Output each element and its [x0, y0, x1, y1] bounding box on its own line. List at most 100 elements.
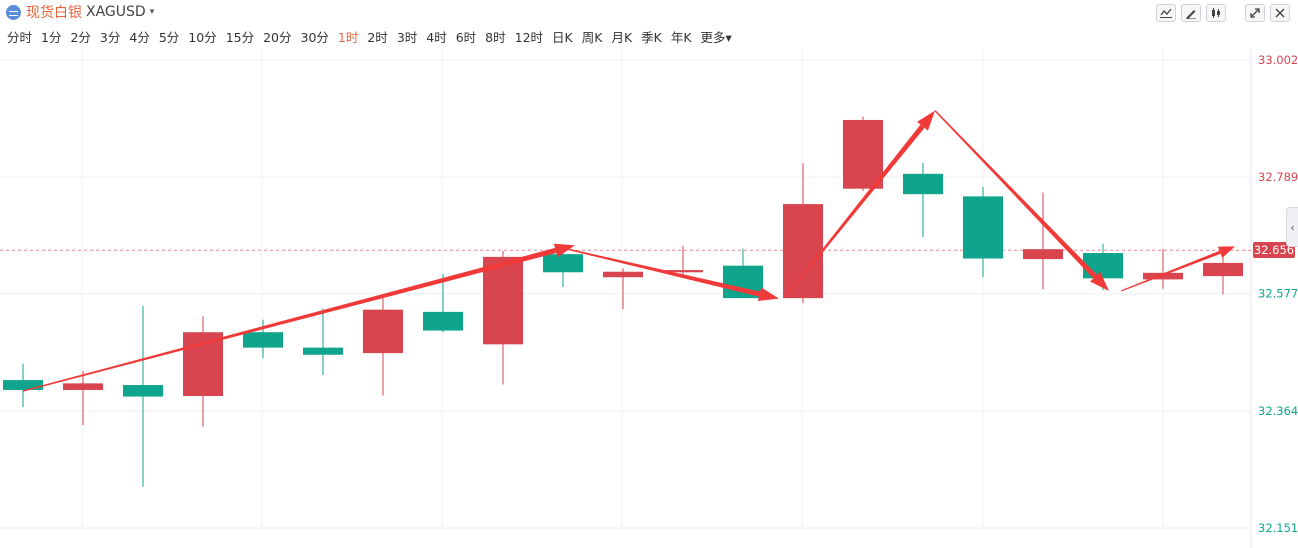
period-tab[interactable]: 1分: [41, 29, 62, 45]
candle-body: [543, 254, 583, 273]
trend-arrow-head: [553, 243, 575, 258]
candle: [783, 163, 823, 304]
period-tab[interactable]: 6时: [455, 29, 477, 45]
trend-arrow: [22, 243, 575, 392]
candle: [603, 268, 643, 310]
y-tick-label: 32.577: [1258, 287, 1298, 301]
candle-body: [843, 119, 883, 189]
candle: [423, 273, 463, 333]
period-tab[interactable]: 2分: [70, 29, 91, 45]
candle: [723, 248, 763, 299]
y-tick-label: 32.364: [1258, 404, 1298, 418]
period-tab[interactable]: 30分: [300, 29, 329, 45]
line-chart-button[interactable]: [1156, 4, 1176, 22]
candle-body: [903, 173, 943, 195]
candle-body: [663, 270, 703, 273]
trend-arrow-head: [917, 110, 935, 131]
candle-body: [963, 196, 1003, 259]
last-price-tag: 32.656: [1253, 242, 1295, 259]
candle: [63, 370, 103, 426]
draw-icon: [1186, 10, 1196, 19]
period-tab[interactable]: 季K: [641, 29, 662, 45]
indicator-button[interactable]: [1206, 4, 1226, 22]
period-tab[interactable]: 日K: [552, 29, 573, 45]
candle-body: [63, 383, 103, 390]
trend-arrow-head: [1090, 271, 1109, 291]
candle-body: [3, 380, 43, 390]
candle-body: [423, 311, 463, 331]
period-tab[interactable]: 3分: [99, 29, 121, 45]
line-chart-icon: [1160, 8, 1172, 18]
period-tab[interactable]: 年K: [670, 29, 692, 45]
candle: [663, 245, 703, 278]
trend-arrow-head: [1217, 246, 1235, 258]
period-tab[interactable]: 3时: [396, 29, 418, 45]
draw-button[interactable]: [1181, 4, 1201, 22]
chart-header: 现货白银 XAGUSD ▾: [0, 0, 1298, 24]
trend-arrow-shaft: [22, 247, 557, 392]
candle-body: [123, 385, 163, 397]
close-button[interactable]: [1270, 4, 1290, 22]
candle: [903, 162, 943, 238]
period-tab[interactable]: 1时: [337, 29, 359, 45]
trend-arrow-head: [757, 287, 779, 301]
candle: [303, 308, 343, 376]
y-tick-label: 32.789: [1258, 170, 1298, 184]
period-tab[interactable]: 5分: [158, 29, 180, 45]
y-tick-label: 33.002: [1258, 53, 1298, 67]
candle-body: [603, 271, 643, 278]
period-tab[interactable]: 10分: [188, 29, 217, 45]
chart-toolbar: [1151, 4, 1290, 22]
trend-arrow-shaft: [784, 124, 925, 299]
trend-arrow-shaft: [562, 247, 761, 297]
trend-arrow: [784, 110, 935, 299]
candle-body: [1203, 262, 1243, 277]
candle: [843, 116, 883, 191]
period-tab[interactable]: 更多▾: [700, 29, 732, 45]
period-tab[interactable]: 周K: [581, 29, 603, 45]
symbol-selector[interactable]: 现货白银 XAGUSD ▾: [6, 2, 154, 22]
candle-body: [1023, 249, 1063, 260]
candle-body: [1083, 253, 1123, 279]
period-tab[interactable]: 8时: [485, 29, 506, 45]
candle-body: [363, 309, 403, 354]
candle: [183, 316, 223, 427]
period-tab[interactable]: 12时: [514, 29, 544, 45]
period-tab[interactable]: 2时: [367, 29, 388, 45]
indicator-icon: [1212, 8, 1220, 18]
collapse-panel-button[interactable]: ‹: [1286, 207, 1298, 247]
trend-arrow: [1120, 246, 1235, 292]
period-tab[interactable]: 分时: [7, 29, 33, 45]
candle-body: [243, 332, 283, 348]
candle: [963, 187, 1003, 278]
trend-arrow-shaft: [1120, 250, 1221, 292]
candle: [1143, 249, 1183, 289]
chevron-down-icon[interactable]: ▾: [149, 7, 155, 17]
period-tab[interactable]: 15分: [225, 29, 255, 45]
period-tab[interactable]: 月K: [611, 29, 633, 45]
period-tab[interactable]: 20分: [263, 29, 292, 45]
close-icon: [1275, 8, 1285, 18]
instrument-symbol: XAGUSD: [86, 4, 146, 20]
instrument-name: 现货白银: [26, 5, 82, 21]
period-tab[interactable]: 4时: [426, 29, 447, 45]
candle-body: [483, 256, 523, 345]
expand-button[interactable]: [1245, 4, 1265, 22]
candle: [3, 363, 43, 408]
candle-body: [183, 332, 223, 397]
expand-icon: [1250, 8, 1260, 18]
trend-arrow: [934, 110, 1109, 291]
trend-arrow-shaft: [934, 110, 1097, 279]
candle: [363, 294, 403, 396]
silver-coin-icon: [6, 4, 21, 20]
candlestick-chart: 33.002 32.789 32.577 32.364 32.151: [0, 48, 1298, 548]
candle-body: [783, 204, 823, 299]
period-tab[interactable]: 4分: [129, 29, 150, 45]
candle: [243, 319, 283, 359]
period-tabs: 分时 1分 2分 3分 4分 5分 10分 15分 20分 30分 1时 2时 3时 4时 6时 8时 12时日…: [0, 26, 734, 46]
candle-body: [1143, 272, 1183, 280]
trend-arrow: [562, 247, 779, 301]
candle: [1023, 192, 1063, 290]
candle: [483, 250, 523, 385]
candle: [123, 305, 163, 487]
